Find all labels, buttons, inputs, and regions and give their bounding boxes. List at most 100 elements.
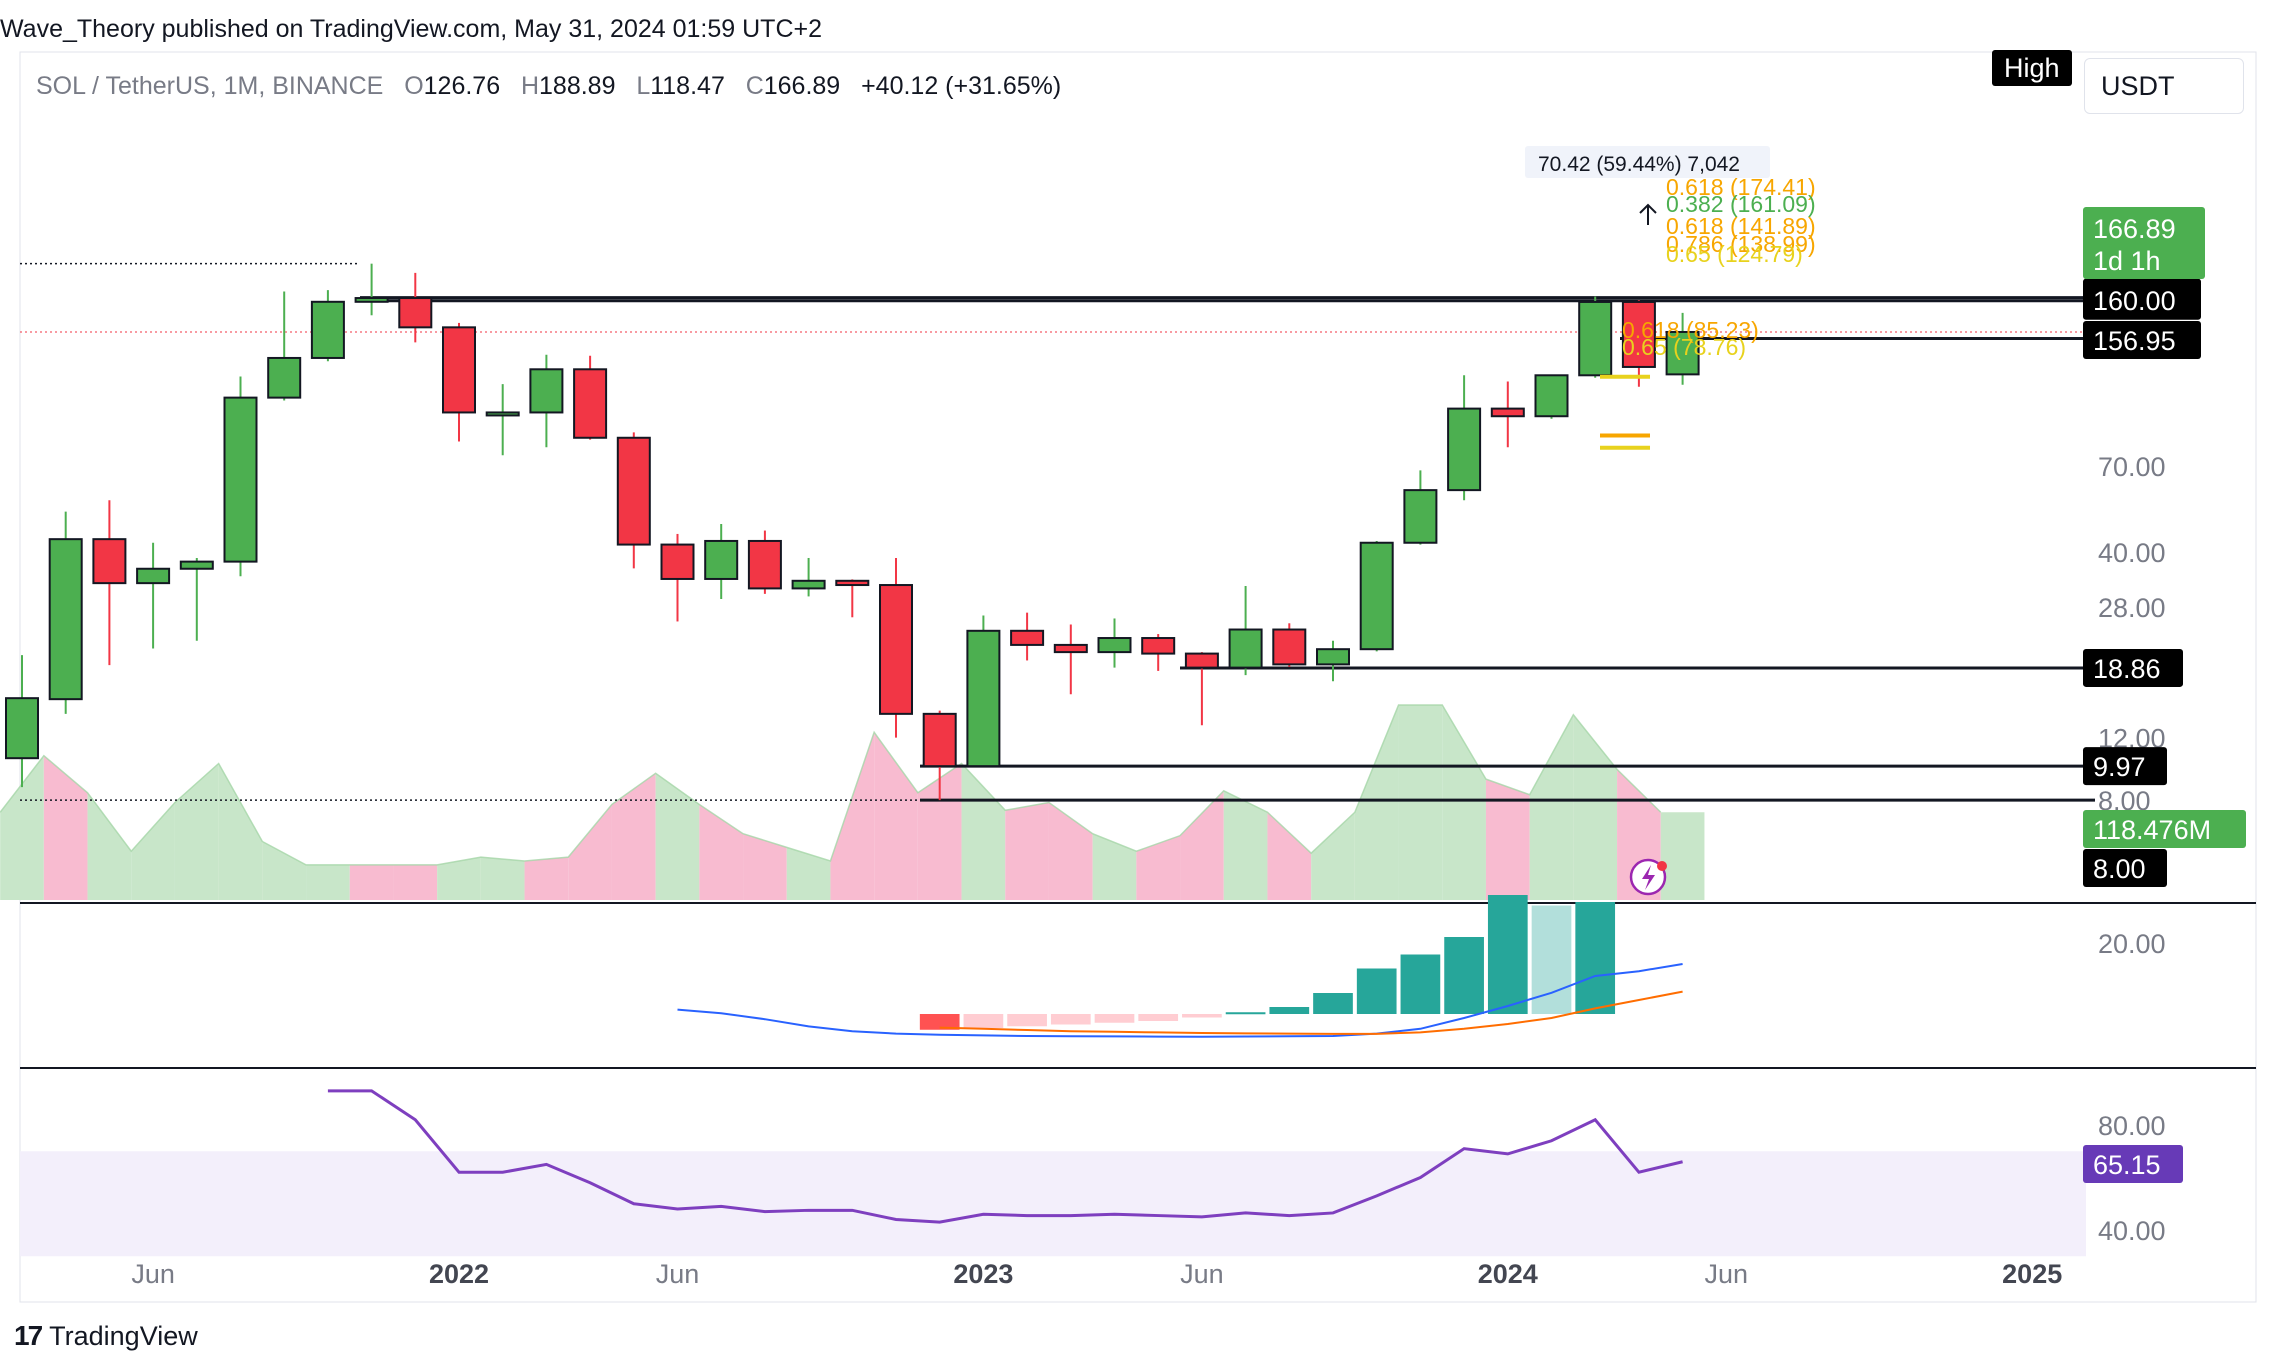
candle-body xyxy=(660,543,695,580)
time-axis-tick: 2024 xyxy=(1478,1259,1538,1289)
volume-bar xyxy=(1660,812,1705,900)
candle-body xyxy=(223,396,258,563)
macd-axis-tick: 20.00 xyxy=(2098,929,2166,959)
volume-badge: 118.476M xyxy=(2093,815,2211,845)
volume-bar xyxy=(1573,714,1618,900)
macd-histogram xyxy=(919,895,1616,1030)
candle-body xyxy=(922,712,957,768)
macd-histogram-bar xyxy=(919,1014,960,1030)
fib-label: 0.65 (124.79) xyxy=(1666,241,1803,267)
time-axis-tick: Jun xyxy=(1180,1259,1224,1289)
currency-selector-button[interactable]: USDT xyxy=(2084,58,2244,114)
candle-body xyxy=(1447,407,1482,492)
time-axis-tick: 2025 xyxy=(2002,1259,2062,1289)
tradingview-brand-text: TradingView xyxy=(49,1320,198,1351)
time-axis-tick: 2022 xyxy=(429,1259,489,1289)
volume-bar xyxy=(480,857,525,900)
volume-bar xyxy=(1223,790,1268,900)
volume-bar xyxy=(131,802,175,900)
candles-layer xyxy=(5,263,1700,801)
volume-bar xyxy=(1005,802,1049,900)
level-badge-bg xyxy=(2083,321,2201,359)
current-price-badge-bg xyxy=(2083,207,2205,279)
volume-bar xyxy=(1092,833,1137,900)
volume-bar xyxy=(961,763,1006,900)
rsi-line xyxy=(327,1089,1683,1224)
macd-histogram-bar xyxy=(1575,902,1616,1014)
tradingview-footer: 17 TradingView xyxy=(14,1320,198,1352)
level-badge-bg xyxy=(2083,849,2167,887)
close-value: 166.89 xyxy=(763,72,841,100)
time-axis-tick: Jun xyxy=(1705,1259,1749,1289)
volume-bar xyxy=(1529,714,1574,900)
candle-body xyxy=(1053,643,1088,654)
change-value: +40.12 (+31.65%) xyxy=(861,72,1062,100)
volume-bar xyxy=(1398,705,1443,900)
ohlc-legend: SOL / TetherUS, 1M, BINANCE O126.76 H188… xyxy=(36,72,1061,101)
volume-bar xyxy=(743,833,787,900)
close-label: C xyxy=(745,72,764,100)
level-badge-group: 18.86 xyxy=(2083,648,2183,687)
volume-bar xyxy=(393,864,438,900)
candle-body xyxy=(1359,541,1394,651)
candle-body xyxy=(310,300,345,359)
candle-body xyxy=(791,579,826,590)
measure-label: 70.42 (59.44%) 7,042 xyxy=(1538,153,1740,176)
volume-outline xyxy=(0,704,1662,866)
volume-bar xyxy=(524,857,569,900)
volume-bar xyxy=(0,755,44,900)
level-badge: 8.00 xyxy=(2093,854,2146,884)
time-axis-tick: 2023 xyxy=(953,1259,1013,1289)
candle-body xyxy=(616,436,651,546)
fib-label: 0.65 (78.76) xyxy=(1622,334,1746,360)
macd-line xyxy=(677,963,1683,1038)
chart-frame xyxy=(19,51,2257,1303)
volume-bar xyxy=(1311,812,1355,900)
volume-bar xyxy=(917,763,962,900)
candle-body xyxy=(1272,628,1307,666)
symbol-name[interactable]: SOL / TetherUS, 1M, BINANCE xyxy=(36,72,384,100)
volume-bar xyxy=(1180,790,1224,900)
candle-body xyxy=(92,538,127,585)
macd-signal-line xyxy=(939,990,1683,1035)
volume-bar xyxy=(1267,812,1312,900)
level-badge: 156.95 xyxy=(2093,326,2176,356)
candle-body xyxy=(179,560,214,570)
high-badge-bg xyxy=(1992,50,2072,86)
macd-histogram-bar xyxy=(1007,1014,1047,1027)
macd-histogram-bar xyxy=(1050,1014,1091,1025)
lightning-icon-dot xyxy=(1657,861,1667,871)
volume-bar xyxy=(1354,705,1399,900)
volume-bar xyxy=(830,732,875,900)
volume-bar xyxy=(874,732,918,900)
high-badge: High xyxy=(2004,53,2060,83)
level-badge-group: 9.97 xyxy=(2083,747,2167,786)
volume-bar xyxy=(1442,705,1486,900)
open-value: 126.76 xyxy=(423,72,501,100)
candle-body xyxy=(1184,652,1219,669)
candle-body xyxy=(354,297,389,303)
open-label: O xyxy=(404,72,424,100)
time-axis-tick: Jun xyxy=(131,1259,175,1289)
lightning-icon xyxy=(1629,858,1667,896)
current-price-badge: 166.89 xyxy=(2093,214,2176,244)
rsi-badge-group: 65.15 xyxy=(2083,1144,2183,1183)
volume-badge-group: 118.476M xyxy=(2083,810,2246,848)
volume-bar xyxy=(1136,835,1181,900)
candle-body xyxy=(1490,407,1525,418)
volume-bar xyxy=(568,804,612,900)
candle-body xyxy=(5,697,39,760)
lightning-icon-bolt xyxy=(1642,865,1655,890)
candle-body xyxy=(136,567,171,585)
candle-body xyxy=(529,368,564,414)
macd-histogram-bar xyxy=(1094,1014,1135,1023)
high-label: H xyxy=(520,72,540,100)
high-value: 188.89 xyxy=(539,72,616,100)
candle-body xyxy=(1403,489,1438,544)
volume-bar xyxy=(699,804,744,900)
volume-bar xyxy=(437,857,481,900)
macd-histogram-bar xyxy=(1356,968,1397,1014)
candle-body xyxy=(704,539,739,580)
fib-label: 0.618 (174.41) xyxy=(1666,174,1816,200)
